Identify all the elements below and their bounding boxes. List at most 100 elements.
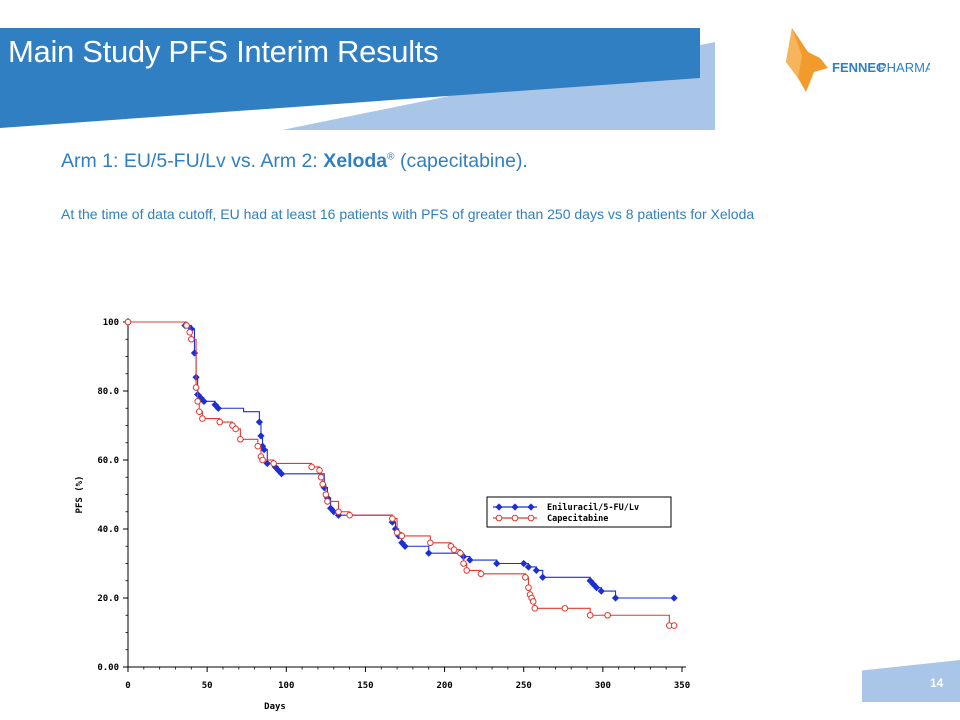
series-point: [124, 318, 132, 326]
series-step-line: [128, 321, 675, 627]
series-point: [335, 508, 342, 516]
series-point: [316, 467, 323, 474]
series-point: [317, 473, 325, 481]
series-point: [524, 563, 533, 571]
x-tick-label: 50: [202, 681, 213, 691]
series-point: [525, 584, 532, 591]
series-point: [323, 494, 332, 502]
data-cutoff-note: At the time of data cutoff, EU had at le…: [61, 206, 755, 222]
series-point: [611, 594, 620, 602]
series-point: [388, 518, 396, 526]
x-axis-label: Days: [264, 702, 286, 712]
series-point: [330, 508, 338, 516]
series-point: [257, 453, 265, 460]
legend-entry: Eniluracil/5-FU/Lv: [493, 502, 639, 513]
series-point: [670, 622, 678, 629]
series-point: [322, 491, 330, 498]
series-point: [257, 432, 265, 440]
series-point: [190, 349, 199, 357]
series-point: [254, 442, 262, 450]
logo-wordmark-bold: FENNEC: [832, 60, 886, 75]
series-point: [592, 584, 601, 592]
series-point: [529, 598, 537, 605]
series-point: [199, 415, 206, 422]
x-tick-label: 150: [357, 681, 373, 691]
page-title: Main Study PFS Interim Results: [8, 34, 439, 69]
subtitle-drug-name: Xeloda: [323, 150, 388, 172]
series-point: [463, 567, 471, 574]
series-point: [259, 456, 266, 464]
series-point: [604, 611, 611, 619]
series-point: [319, 480, 326, 488]
series-point: [395, 532, 403, 540]
series-point: [326, 504, 335, 512]
series-capecitabine: [124, 318, 678, 629]
series-point: [192, 373, 200, 381]
y-tick-label: 80.0: [97, 387, 119, 397]
page-number: 14: [930, 676, 944, 690]
legend-swatch-marker: [495, 514, 503, 522]
series-point: [450, 546, 458, 554]
series-point: [526, 591, 534, 598]
series-point: [188, 335, 195, 343]
series-point: [666, 622, 673, 629]
series-point: [255, 418, 264, 426]
series-point: [586, 577, 594, 585]
series-point: [389, 515, 396, 522]
y-axis-label: PFS (%): [75, 476, 85, 514]
series-point: [320, 483, 328, 492]
x-tick-label: 200: [436, 681, 452, 691]
series-point: [258, 442, 267, 450]
logo-wordmark-light: PHARMA: [878, 60, 930, 75]
x-tick-label: 0: [125, 681, 130, 691]
subtitle-prefix: Arm 1: EU/5-FU/Lv vs. Arm 2:: [61, 150, 324, 172]
registered-mark: ®: [387, 151, 395, 163]
x-tick-label: 300: [595, 681, 611, 691]
series-point: [586, 611, 594, 619]
series-point: [192, 384, 200, 391]
series-point: [186, 329, 194, 336]
series-point: [270, 460, 277, 467]
series-point: [427, 539, 434, 547]
series-point: [670, 594, 678, 602]
series-point: [477, 570, 485, 578]
series-point: [561, 605, 569, 612]
series-point: [124, 318, 132, 326]
series-point: [308, 463, 315, 471]
legend-swatch-marker: [511, 514, 519, 522]
legend-entry: Capecitabine: [493, 513, 608, 524]
series-point: [398, 539, 406, 547]
series-eniluracil: [124, 318, 678, 602]
series-point: [277, 470, 286, 478]
series-point: [447, 542, 455, 550]
series-point: [539, 573, 547, 581]
y-tick-label: 20.0: [97, 594, 119, 604]
series-point: [459, 552, 468, 561]
series-point: [181, 321, 189, 330]
series-point: [194, 390, 202, 399]
series-point: [334, 511, 343, 519]
series-point: [194, 398, 201, 405]
legend-swatch-marker: [527, 514, 535, 522]
company-logo: FENNEC PHARMA: [786, 28, 930, 92]
series-point: [324, 498, 331, 505]
series-point: [597, 587, 605, 595]
series-point: [229, 422, 236, 429]
x-tick-label: 100: [278, 681, 294, 691]
series-point: [401, 542, 409, 550]
series-point: [531, 605, 539, 612]
legend-box: [486, 496, 672, 528]
series-point: [263, 459, 271, 468]
series-point: [346, 511, 353, 519]
legend-swatch-marker: [527, 503, 535, 511]
series-point: [589, 580, 597, 588]
series-point: [457, 549, 464, 557]
y-tick-label: 40.0: [97, 525, 119, 535]
legend-label: Capecitabine: [547, 513, 608, 524]
series-point: [460, 560, 467, 567]
series-point: [398, 532, 406, 540]
y-tick-label: 60.0: [97, 456, 119, 466]
series-point: [214, 404, 222, 412]
subtitle-suffix: (capecitabine).: [394, 150, 528, 172]
legend-swatch-marker: [495, 503, 503, 511]
